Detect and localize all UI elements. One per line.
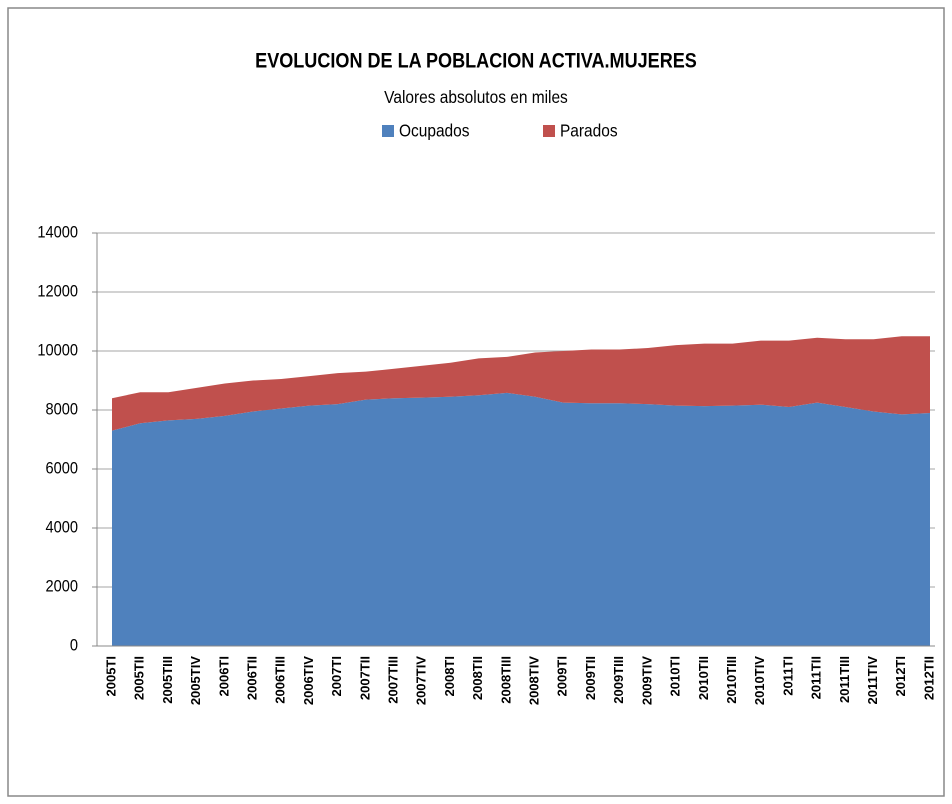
x-tick-label: 2009TII — [583, 656, 598, 700]
x-tick-label: 2008TIII — [498, 656, 513, 704]
x-tick-label: 2007TIII — [386, 656, 401, 704]
x-tick-label: 2008TIV — [527, 656, 542, 705]
y-tick-label: 14000 — [37, 224, 78, 242]
y-tick-label: 10000 — [37, 342, 78, 360]
x-tick-label: 2006TII — [244, 656, 259, 700]
area — [112, 392, 930, 646]
y-tick-label: 0 — [70, 637, 78, 655]
x-tick-label: 2006TI — [216, 656, 231, 696]
y-tick-label: 12000 — [37, 283, 78, 301]
x-tick-label: 2007TI — [329, 656, 344, 696]
legend-swatch — [543, 125, 555, 137]
y-tick-label: 2000 — [45, 578, 78, 596]
legend: Ocupados Parados — [382, 121, 618, 141]
x-tick-label: 2010TI — [668, 656, 683, 696]
x-tick-label: 2008TII — [470, 656, 485, 700]
chart-subtitle: Valores absolutos en miles — [384, 87, 568, 107]
x-tick-label: 2010TIII — [724, 656, 739, 704]
area — [112, 336, 930, 431]
x-tick-label: 2005TIV — [188, 656, 203, 705]
legend-label: Ocupados — [399, 121, 469, 141]
x-tick-label: 2007TIV — [414, 656, 429, 705]
x-tick-label: 2010TIV — [752, 656, 767, 705]
y-tick-label: 4000 — [45, 519, 78, 537]
chart-title: EVOLUCION DE LA POBLACION ACTIVA.MUJERES — [255, 49, 697, 73]
x-tick-label: 2009TIV — [639, 656, 654, 705]
x-tick-label: 2011TI — [780, 656, 795, 696]
y-tick-label: 8000 — [45, 401, 78, 419]
legend-swatch — [382, 125, 394, 137]
y-tick-label: 6000 — [45, 460, 78, 478]
x-tick-label: 2007TII — [357, 656, 372, 700]
x-tick-label: 2006TIV — [301, 656, 316, 705]
plot: 0 2000 4000 6000 8000 10000 12000 14000 2005TI 20… — [37, 224, 936, 706]
x-tick-label: 2008TI — [442, 656, 457, 696]
x-tick-label: 2012TI — [893, 656, 908, 696]
x-tick-label: 2010TII — [696, 656, 711, 700]
x-tick-label: 2005TI — [103, 656, 118, 696]
x-tick-label: 2005TIII — [160, 656, 175, 704]
x-tick-label: 2012TII — [921, 656, 936, 700]
legend-label: Parados — [560, 121, 618, 141]
x-tick-label: 2006TIII — [273, 656, 288, 704]
x-tick-label: 2011TIII — [837, 656, 852, 703]
x-tick-label: 2009TI — [555, 656, 570, 696]
x-tick-label: 2005TII — [132, 656, 147, 700]
x-tick-label: 2009TIII — [611, 656, 626, 704]
x-tick-label: 2011TIV — [865, 656, 880, 705]
x-tick-label: 2011TII — [809, 656, 824, 699]
